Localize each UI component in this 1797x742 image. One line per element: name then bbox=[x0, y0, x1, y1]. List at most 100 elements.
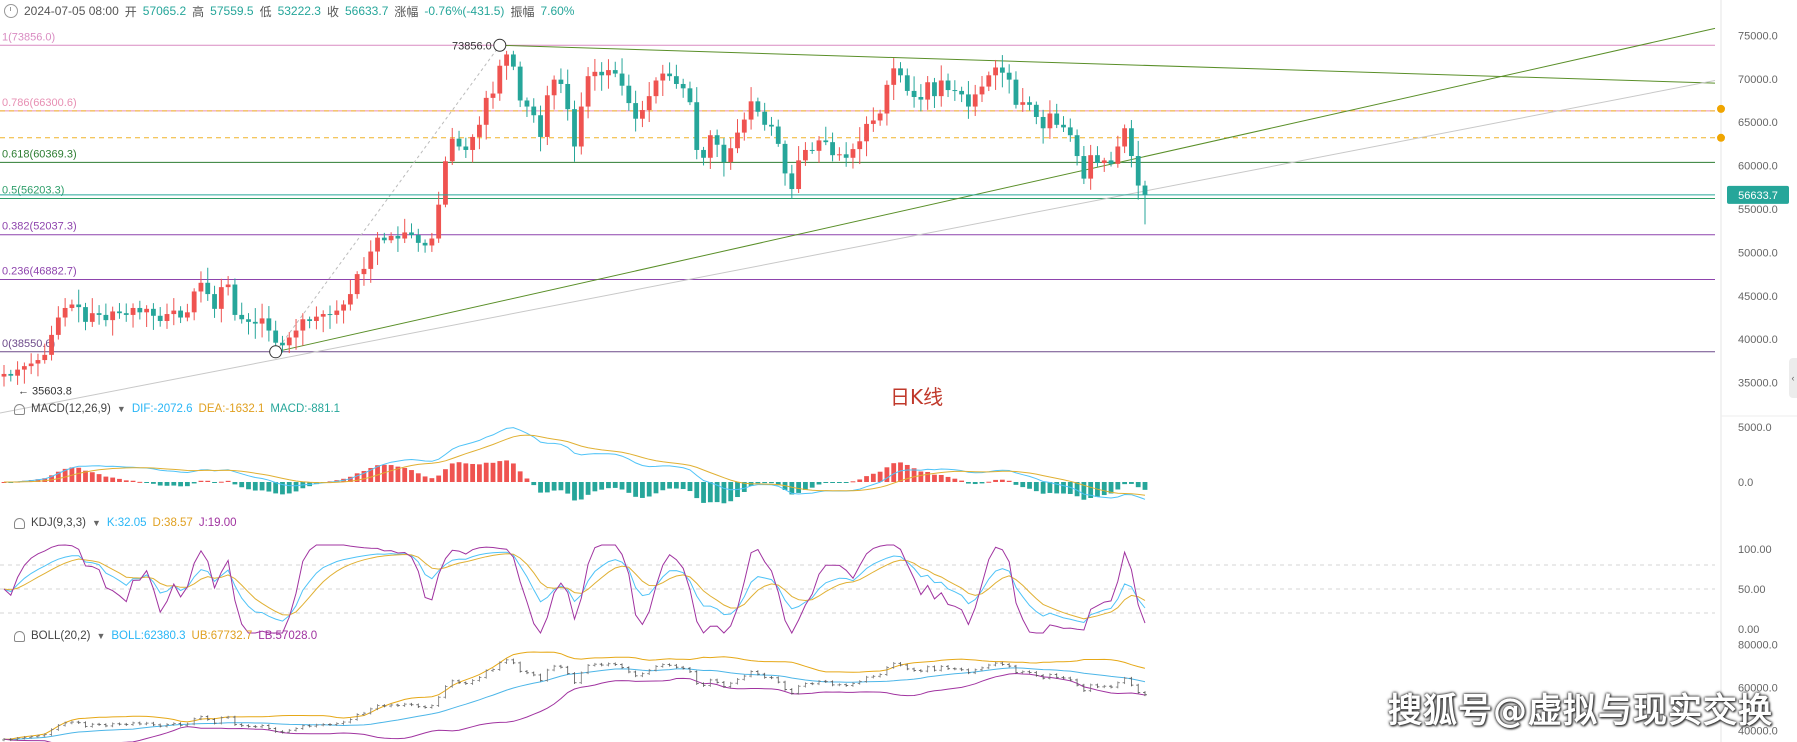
candle-body bbox=[966, 94, 971, 107]
close-label: 收 bbox=[326, 4, 339, 19]
high-label: 高 bbox=[192, 4, 205, 19]
bell-icon[interactable] bbox=[14, 403, 25, 415]
candle-body bbox=[1061, 124, 1066, 128]
kdj-tick-label: 100.00 bbox=[1738, 544, 1772, 556]
macd-histogram-bar bbox=[524, 478, 530, 482]
candle-body bbox=[483, 97, 489, 125]
candle-body bbox=[395, 235, 401, 239]
macd-histogram-bar bbox=[667, 482, 672, 489]
macd-histogram-bar bbox=[1020, 482, 1026, 488]
candle-body bbox=[762, 111, 768, 125]
high-marker bbox=[493, 38, 507, 52]
macd-histogram-bar bbox=[89, 472, 95, 482]
bell-icon[interactable] bbox=[14, 517, 25, 529]
macd-histogram-bar bbox=[402, 467, 408, 482]
fib-level-label: 0.382(52037.3) bbox=[2, 221, 77, 233]
macd-histogram-bar bbox=[714, 482, 720, 503]
boll-tick-label: 60000.0 bbox=[1738, 683, 1778, 695]
change-value: -0.76%(-431.5) bbox=[424, 4, 505, 18]
macd-histogram-bar bbox=[490, 462, 496, 482]
candle-body bbox=[673, 76, 679, 84]
macd-histogram-bar bbox=[164, 482, 170, 486]
macd-histogram-bar bbox=[660, 482, 666, 491]
candle-body bbox=[470, 136, 476, 150]
macd-histogram-bar bbox=[361, 470, 367, 482]
low-label: 低 bbox=[259, 4, 272, 19]
candle-body bbox=[1101, 160, 1107, 163]
caret-down-icon[interactable]: ▼ bbox=[116, 404, 126, 414]
candle-body bbox=[667, 73, 672, 77]
kdj-k-line bbox=[3, 551, 1146, 624]
macd-name[interactable]: MACD(12,26,9) bbox=[31, 403, 111, 415]
open-value: 57065.2 bbox=[142, 4, 187, 18]
candle-body bbox=[388, 235, 394, 241]
boll-upper-line bbox=[3, 651, 1146, 740]
candle-body bbox=[273, 330, 279, 343]
macd-histogram-bar bbox=[510, 463, 516, 482]
macd-histogram-bar bbox=[979, 482, 985, 484]
candle-body bbox=[1040, 116, 1046, 129]
macd-histogram-bar bbox=[857, 479, 863, 482]
macd-histogram-bar bbox=[252, 482, 258, 491]
candle-body bbox=[110, 311, 116, 321]
candle-body bbox=[932, 82, 937, 97]
macd-histogram-bar bbox=[1081, 482, 1087, 500]
candle-body bbox=[1074, 135, 1080, 157]
candle-body bbox=[972, 94, 978, 107]
level-marker-dot bbox=[1717, 104, 1725, 113]
macd-histogram-bar bbox=[850, 481, 856, 483]
macd-histogram-bar bbox=[585, 482, 591, 495]
macd-histogram-bar bbox=[830, 482, 835, 483]
high-value: 57559.5 bbox=[210, 4, 254, 18]
boll-header: BOLL(20,2) ▼ BOLL:62380.3 UB:67732.7 LB:… bbox=[14, 630, 317, 642]
candle-body bbox=[1006, 72, 1012, 80]
macd-histogram-bar bbox=[1033, 482, 1039, 492]
price-tick-label: 35000.0 bbox=[1738, 378, 1778, 390]
collapse-handle[interactable]: ‹ bbox=[1789, 358, 1797, 398]
price-tick-label: 50000.0 bbox=[1738, 247, 1778, 259]
candle-body bbox=[687, 88, 693, 103]
boll-name[interactable]: BOLL(20,2) bbox=[31, 630, 91, 642]
candle-body bbox=[103, 314, 109, 321]
kdj-d: D:38.57 bbox=[152, 517, 193, 529]
macd-header: MACD(12,26,9) ▼ DIF:-2072.6 DEA:-1632.1 … bbox=[14, 403, 340, 415]
macd-histogram-bar bbox=[497, 461, 503, 482]
candle-body bbox=[959, 90, 965, 95]
macd-histogram-bar bbox=[606, 482, 611, 489]
candle-body bbox=[1129, 128, 1134, 157]
candle-body bbox=[1067, 127, 1073, 136]
bell-icon[interactable] bbox=[14, 630, 25, 642]
boll-ub: UB:67732.7 bbox=[191, 630, 253, 642]
candle-body bbox=[252, 321, 258, 324]
candle-body bbox=[911, 90, 917, 98]
candle-body bbox=[232, 284, 238, 315]
macd-histogram-bar bbox=[803, 482, 808, 490]
candle-body bbox=[735, 132, 740, 149]
caret-down-icon[interactable]: ▼ bbox=[91, 518, 101, 528]
macd-histogram-bar bbox=[966, 482, 971, 484]
candle-body bbox=[517, 66, 523, 101]
macd-histogram-bar bbox=[1013, 482, 1019, 485]
macd-value: MACD:-881.1 bbox=[270, 403, 341, 415]
caret-down-icon[interactable]: ▼ bbox=[96, 631, 106, 641]
macd-histogram-bar bbox=[259, 482, 265, 491]
kdj-name[interactable]: KDJ(9,3,3) bbox=[31, 517, 86, 529]
candle-body bbox=[137, 307, 143, 313]
candle-body bbox=[694, 102, 700, 150]
candle-body bbox=[205, 282, 211, 295]
pivot-low-marker bbox=[269, 345, 283, 359]
trend-line-rising bbox=[275, 27, 1716, 353]
low-value: 53222.3 bbox=[277, 4, 321, 18]
macd-histogram-bar bbox=[1135, 482, 1141, 488]
macd-histogram-bar bbox=[619, 482, 625, 490]
trend-line-falling bbox=[499, 44, 1716, 84]
macd-histogram-bar bbox=[578, 482, 584, 500]
candle-body bbox=[714, 135, 720, 145]
macd-histogram-bar bbox=[388, 465, 394, 482]
candle-body bbox=[354, 274, 360, 295]
price-tick-label: 40000.0 bbox=[1738, 334, 1778, 346]
candle-body bbox=[938, 80, 944, 97]
fib-level-label: 0.618(60369.3) bbox=[2, 148, 77, 160]
macd-histogram-bar bbox=[436, 475, 442, 482]
